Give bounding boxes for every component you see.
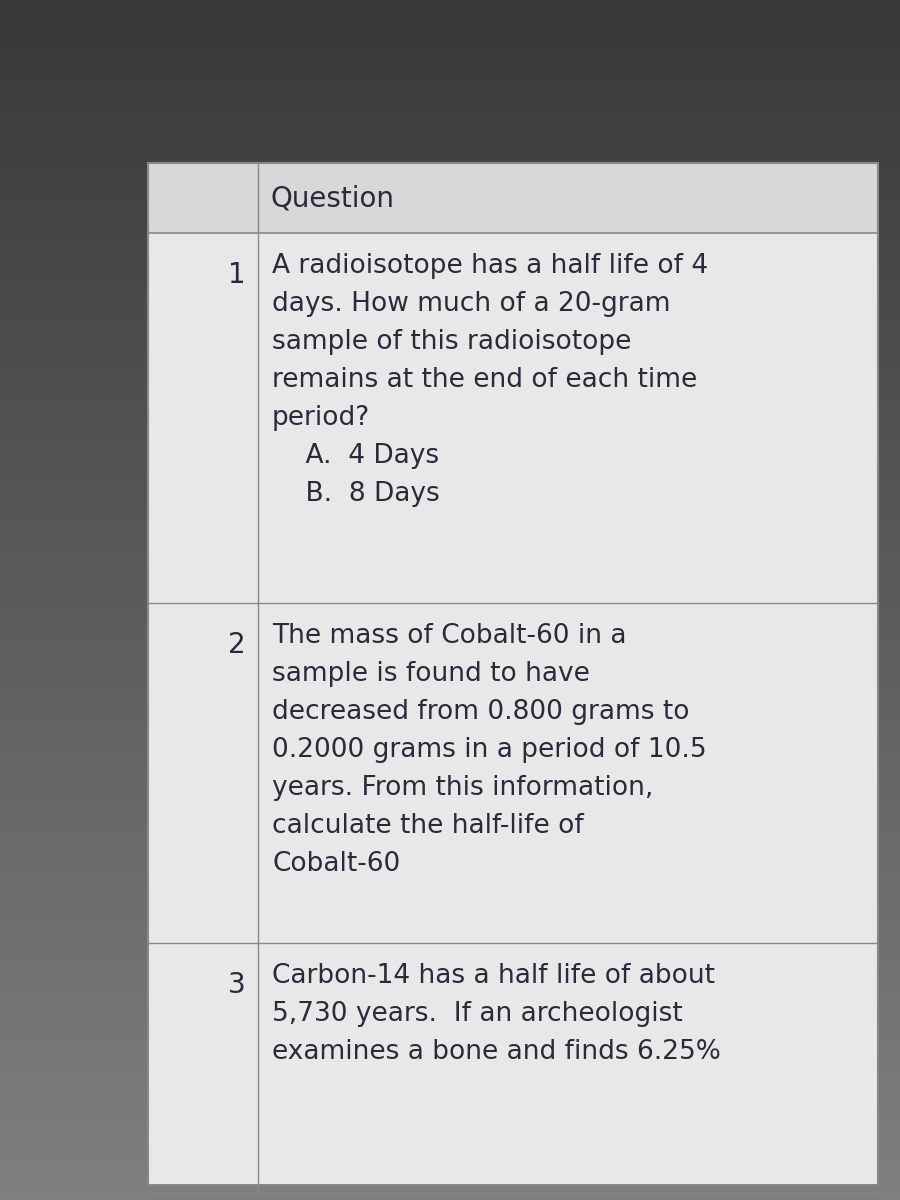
Bar: [148, 163, 878, 1186]
Text: sample of this radioisotope: sample of this radioisotope: [272, 329, 632, 355]
Text: sample is found to have: sample is found to have: [272, 661, 590, 686]
Text: Question: Question: [270, 184, 394, 212]
Text: A.  4 Days: A. 4 Days: [272, 443, 439, 469]
Text: examines a bone and finds 6.25%: examines a bone and finds 6.25%: [272, 1039, 721, 1066]
Text: 5,730 years.  If an archeologist: 5,730 years. If an archeologist: [272, 1001, 683, 1027]
Text: calculate the half-life of: calculate the half-life of: [272, 814, 584, 839]
Text: The mass of Cobalt-60 in a: The mass of Cobalt-60 in a: [272, 623, 626, 649]
Bar: [148, 163, 878, 1186]
Text: 2: 2: [229, 631, 246, 659]
Text: Cobalt-60: Cobalt-60: [272, 851, 400, 877]
Text: decreased from 0.800 grams to: decreased from 0.800 grams to: [272, 698, 689, 725]
Text: B.  8 Days: B. 8 Days: [272, 481, 440, 506]
Text: Carbon-14 has a half life of about: Carbon-14 has a half life of about: [272, 962, 715, 989]
Text: period?: period?: [272, 404, 370, 431]
Bar: [148, 163, 878, 233]
Text: years. From this information,: years. From this information,: [272, 775, 653, 802]
Text: 1: 1: [229, 260, 246, 289]
Text: 3: 3: [229, 971, 246, 998]
Text: remains at the end of each time: remains at the end of each time: [272, 367, 698, 392]
Text: A radioisotope has a half life of 4: A radioisotope has a half life of 4: [272, 253, 708, 278]
Text: 0.2000 grams in a period of 10.5: 0.2000 grams in a period of 10.5: [272, 737, 706, 763]
Text: days. How much of a 20-gram: days. How much of a 20-gram: [272, 290, 670, 317]
